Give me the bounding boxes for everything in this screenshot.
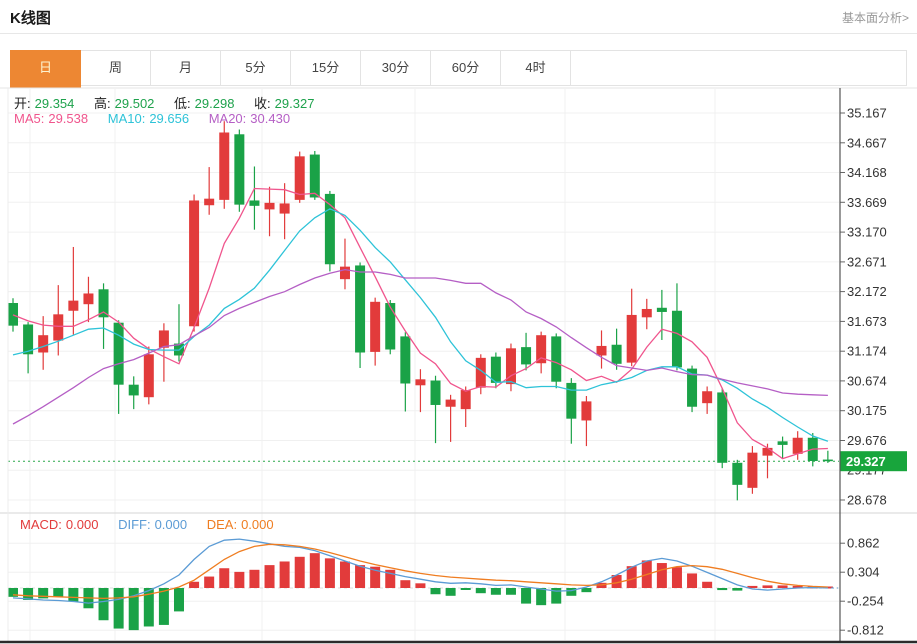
ma-lines xyxy=(12,187,829,460)
current-price-tag: 29.327 xyxy=(840,451,907,472)
high-label: 高: xyxy=(94,96,111,111)
high-value: 29.502 xyxy=(114,96,155,111)
macd-histogram xyxy=(8,553,833,631)
fundamental-analysis-link[interactable]: 基本面分析> xyxy=(841,11,909,25)
ma10-value: 29.656 xyxy=(149,111,190,126)
svg-text:-0.812: -0.812 xyxy=(847,623,884,638)
svg-text:31.673: 31.673 xyxy=(847,314,887,329)
svg-text:28.678: 28.678 xyxy=(847,493,887,508)
page-title: K线图 xyxy=(10,10,51,27)
macd-lines xyxy=(12,538,838,604)
svg-text:33.669: 33.669 xyxy=(847,195,887,210)
svg-text:29.676: 29.676 xyxy=(847,433,887,448)
ma20-label: MA20: xyxy=(208,111,247,126)
chart-frame xyxy=(0,87,917,644)
tab-4hour[interactable]: 4时 xyxy=(501,51,571,85)
tab-15min[interactable]: 15分 xyxy=(291,51,361,85)
tab-month[interactable]: 月 xyxy=(151,51,221,85)
ma5-value: 29.538 xyxy=(48,111,89,126)
price-gridlines xyxy=(8,89,839,640)
svg-text:0.304: 0.304 xyxy=(847,565,880,580)
dea-line xyxy=(12,543,828,600)
open-label: 开: xyxy=(14,96,31,111)
macd-label: MACD: xyxy=(20,517,62,532)
macd-value: 0.000 xyxy=(65,517,99,532)
ma-readout: MA5: 29.538 MA10: 29.656 MA20: 30.430 xyxy=(14,111,306,126)
close-label: 收: xyxy=(254,96,271,111)
period-tab-strip: 日 周 月 5分 15分 30分 60分 4时 xyxy=(10,50,907,88)
svg-text:31.174: 31.174 xyxy=(847,344,887,359)
svg-text:35.167: 35.167 xyxy=(847,106,887,121)
ma5-line xyxy=(12,187,828,460)
svg-text:32.172: 32.172 xyxy=(847,284,887,299)
svg-text:32.671: 32.671 xyxy=(847,254,887,269)
header-divider xyxy=(0,33,917,34)
svg-text:30.674: 30.674 xyxy=(847,373,887,388)
svg-text:34.168: 34.168 xyxy=(847,165,887,180)
ma20-line xyxy=(12,268,828,425)
svg-text:-0.254: -0.254 xyxy=(847,594,884,609)
tab-30min[interactable]: 30分 xyxy=(361,51,431,85)
svg-text:29.327: 29.327 xyxy=(846,454,886,469)
low-label: 低: xyxy=(174,96,191,111)
open-value: 29.354 xyxy=(34,96,75,111)
svg-text:0.862: 0.862 xyxy=(847,536,880,551)
svg-text:33.170: 33.170 xyxy=(847,225,887,240)
axis-labels: 35.167 34.667 34.168 33.669 33.170 32.671 32.1… xyxy=(840,106,887,638)
low-value: 29.298 xyxy=(194,96,235,111)
tab-60min[interactable]: 60分 xyxy=(431,51,501,85)
ma5-label: MA5: xyxy=(14,111,45,126)
close-value: 29.327 xyxy=(274,96,315,111)
svg-text:30.175: 30.175 xyxy=(847,403,887,418)
diff-value: 0.000 xyxy=(154,517,188,532)
ohlc-readout: 开: 29.354 高: 29.502 低: 29.298 收: 29.327 xyxy=(14,93,330,112)
ma10-label: MA10: xyxy=(107,111,146,126)
tab-day[interactable]: 日 xyxy=(10,50,81,88)
tab-5min[interactable]: 5分 xyxy=(221,51,291,85)
svg-text:34.667: 34.667 xyxy=(847,135,887,150)
candles-group xyxy=(8,121,833,501)
tab-week[interactable]: 周 xyxy=(81,51,151,85)
dea-value: 0.000 xyxy=(241,517,274,532)
diff-label: DIFF: xyxy=(118,517,151,532)
ma20-value: 30.430 xyxy=(250,111,291,126)
macd-readout: MACD: 0.000 DIFF: 0.000 DEA: 0.000 xyxy=(20,517,290,532)
dea-label: DEA: xyxy=(206,517,238,532)
